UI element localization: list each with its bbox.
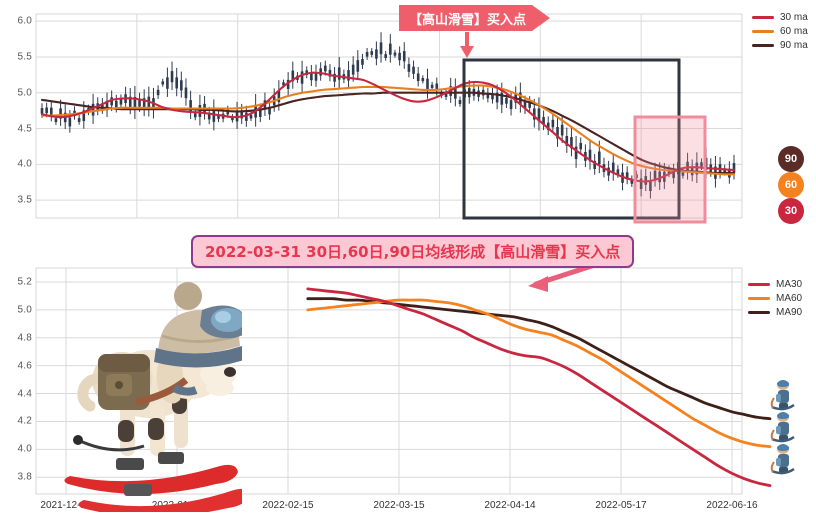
legend-item: 60 ma xyxy=(752,24,808,38)
legend-item: 90 ma xyxy=(752,38,808,52)
legend-swatch xyxy=(752,29,774,33)
y-tick-label: 4.4 xyxy=(17,388,32,400)
x-tick-label: 2022-05-17 xyxy=(595,500,647,511)
ma-detail-chart-panel: 5.2 5.0 4.8 4.6 4.4 4.2 4.0 3.8 2021-12-13 2022-… xyxy=(0,250,816,520)
x-tick-label: 2022-04-14 xyxy=(484,500,536,511)
legend-item: MA60 xyxy=(748,291,802,305)
plot-frame xyxy=(35,267,743,495)
legend-label: 30 ma xyxy=(780,11,808,23)
ma-line-MA30 xyxy=(306,287,772,487)
y-tick-label: 5.0 xyxy=(17,87,32,99)
dog-body-group xyxy=(64,282,242,512)
dog-goggles xyxy=(200,305,242,339)
legend-swatch xyxy=(748,282,770,286)
dog-skis xyxy=(64,452,242,512)
y-tick-label: 5.0 xyxy=(17,304,32,316)
y-tick-label: 4.0 xyxy=(17,158,32,170)
y-tick-label: 5.2 xyxy=(17,276,32,288)
skier-figure-ma60 xyxy=(770,412,795,443)
ma-badge-60: 60 xyxy=(778,172,804,198)
legend-swatch xyxy=(748,296,770,300)
legend-swatch xyxy=(752,15,774,19)
y-tick-label: 6.0 xyxy=(17,15,32,27)
price-chart-svg xyxy=(35,13,743,224)
legend-label: MA60 xyxy=(776,292,803,304)
buy-point-banner: 【高山滑雪】买入点 xyxy=(399,5,551,31)
y-tick-label: 4.0 xyxy=(17,443,32,455)
x-tick-label: 2022-02-15 xyxy=(262,500,314,511)
y-tick-label: 4.8 xyxy=(17,332,32,344)
dog-backpack xyxy=(98,354,150,410)
highlight-box-pink xyxy=(633,115,707,224)
legend-item: MA30 xyxy=(748,277,802,291)
ma-line-30ma xyxy=(40,71,736,183)
legend-label: 90 ma xyxy=(780,39,808,51)
ma-chart-legend: MA30 MA60 MA90 xyxy=(748,277,802,319)
y-tick-label: 3.5 xyxy=(17,194,32,206)
highlight-box-black xyxy=(462,58,681,220)
price-chart-panel: 6.0 5.5 5.0 4.5 4.0 3.5 30 ma 60 ma 90 ma xyxy=(0,0,816,235)
price-chart-legend: 30 ma 60 ma 90 ma xyxy=(752,10,808,52)
signal-description-banner: 2022-03-31 30日,60日,90日均线形成【高山滑雪】买入点 xyxy=(191,235,635,268)
down-arrow-indicator xyxy=(460,32,474,58)
x-tick-label: 2022-03-15 xyxy=(373,500,425,511)
skier-figure-ma30 xyxy=(770,444,795,475)
ma-line-60ma xyxy=(40,84,736,176)
x-tick-label: 2021-12-13 xyxy=(40,500,92,511)
x-tick-label: 2022-06-16 xyxy=(706,500,758,511)
legend-label: 60 ma xyxy=(780,25,808,37)
y-tick-label: 4.2 xyxy=(17,415,32,427)
skier-figure-ma90 xyxy=(770,380,795,411)
legend-swatch xyxy=(748,310,770,314)
legend-label: MA30 xyxy=(776,278,803,290)
ma-badge-30: 30 xyxy=(778,198,804,224)
buy-point-banner-label: 【高山滑雪】买入点 xyxy=(399,5,533,31)
y-tick-label: 3.8 xyxy=(17,471,32,483)
banner-arrow-tip xyxy=(532,5,551,31)
legend-item: MA90 xyxy=(748,305,802,319)
y-tick-label: 4.6 xyxy=(17,360,32,372)
y-tick-label: 5.5 xyxy=(17,51,32,63)
legend-swatch xyxy=(752,43,774,47)
legend-item: 30 ma xyxy=(752,10,808,24)
legend-label: MA90 xyxy=(776,306,803,318)
ma-badge-90: 90 xyxy=(778,146,804,172)
skiing-dog-mascot-image xyxy=(64,282,242,512)
y-tick-label: 4.5 xyxy=(17,123,32,135)
